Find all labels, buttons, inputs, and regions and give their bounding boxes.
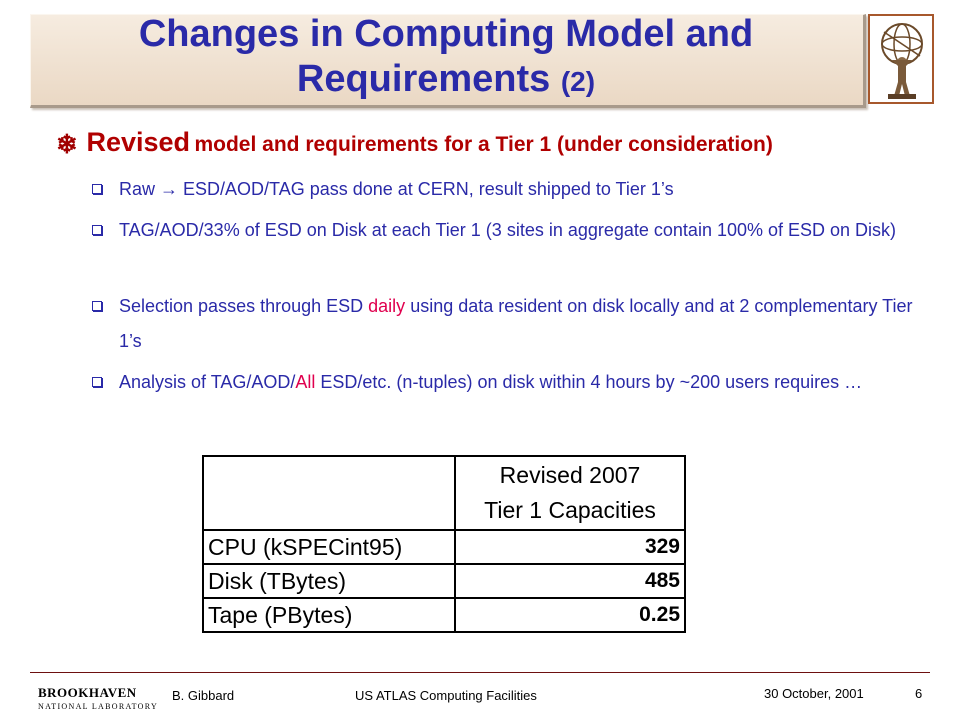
bullet-text-part: Analysis of TAG/AOD/: [119, 372, 296, 392]
main-bullet-text: model and requirements for a Tier 1 (und…: [194, 133, 773, 156]
table-row: CPU (kSPECint95) 329: [202, 529, 686, 565]
bullet-text: Selection passes through ESD daily using…: [119, 289, 922, 359]
highlight-daily: daily: [368, 296, 406, 316]
main-bullet-strong: Revised: [86, 127, 191, 157]
tier1-capacities-table: Revised 2007 Tier 1 Capacities CPU (kSPE…: [202, 455, 686, 633]
table-header-line-2: Tier 1 Capacities: [484, 497, 656, 523]
right-arrow-icon: →: [160, 179, 179, 199]
row-label: CPU (kSPECint95): [202, 529, 456, 565]
square-bullet-icon: [92, 184, 102, 194]
bullet-text: Raw → ESD/AOD/TAG pass done at CERN, res…: [119, 172, 922, 207]
bullet-text: Analysis of TAG/AOD/All ESD/etc. (n-tupl…: [119, 365, 922, 400]
bullet-text-part: Selection passes through ESD: [119, 296, 369, 316]
brookhaven-logo: BROOKHAVEN NATIONAL LABORATORY: [38, 685, 158, 711]
row-label: Tape (PBytes): [202, 597, 456, 633]
bullet-text-part: ESD/etc. (n-tuples) on disk within 4 hou…: [315, 372, 863, 392]
title-line-2-text: Requirements: [296, 57, 551, 100]
footer-center: US ATLAS Computing Facilities: [355, 688, 537, 703]
title-part-number: (2): [560, 65, 596, 97]
bullet-text-part: using data resident on disk locally and …: [119, 296, 913, 351]
table-row: Disk (TBytes) 485: [202, 563, 686, 599]
row-value: 485: [454, 563, 686, 599]
row-label: Disk (TBytes): [202, 563, 456, 599]
footer-author: B. Gibbard: [172, 688, 235, 703]
square-bullet-icon: [92, 301, 102, 311]
title-line-2: Requirements (2): [30, 57, 862, 102]
atlas-globe-statue-icon: [874, 20, 930, 100]
footer-date: 30 October, 2001: [764, 686, 864, 701]
atlas-logo: [868, 14, 934, 104]
bullet-text-part: Raw: [119, 179, 156, 199]
highlight-all: All: [295, 372, 316, 392]
page-number: 6: [915, 686, 923, 701]
table-header-cell: Revised 2007 Tier 1 Capacities: [454, 455, 686, 531]
square-bullet-icon: [92, 225, 102, 235]
footer-divider: [30, 672, 930, 673]
title-band: [30, 14, 866, 108]
title-line-1: Changes in Computing Model and: [138, 13, 754, 55]
bullet-raw-pass: Raw → ESD/AOD/TAG pass done at CERN, res…: [92, 172, 922, 207]
slide-title: Changes in Computing Model and Requireme…: [30, 12, 862, 102]
row-value: 329: [454, 529, 686, 565]
bullet-selection-passes: Selection passes through ESD daily using…: [92, 289, 922, 359]
table-header-empty-cell: [202, 455, 456, 531]
main-bullet: ❄ Revised model and requirements for a T…: [56, 127, 773, 160]
table-header-line-1: Revised 2007: [499, 462, 641, 488]
lab-name: BROOKHAVEN: [38, 685, 137, 700]
bullet-text-part: ESD/AOD/TAG pass done at CERN, result sh…: [178, 179, 674, 199]
bullet-disk-storage: TAG/AOD/33% of ESD on Disk at each Tier …: [92, 213, 922, 248]
bullet-analysis: Analysis of TAG/AOD/All ESD/etc. (n-tupl…: [92, 365, 922, 400]
square-bullet-icon: [92, 377, 102, 387]
table-row: Tape (PBytes) 0.25: [202, 597, 686, 633]
row-value: 0.25: [454, 597, 686, 633]
table-header-row: Revised 2007 Tier 1 Capacities: [202, 455, 686, 531]
lab-subtitle: NATIONAL LABORATORY: [38, 702, 159, 711]
snowflake-bullet-icon: ❄: [56, 129, 78, 159]
bullet-text: TAG/AOD/33% of ESD on Disk at each Tier …: [119, 220, 897, 240]
